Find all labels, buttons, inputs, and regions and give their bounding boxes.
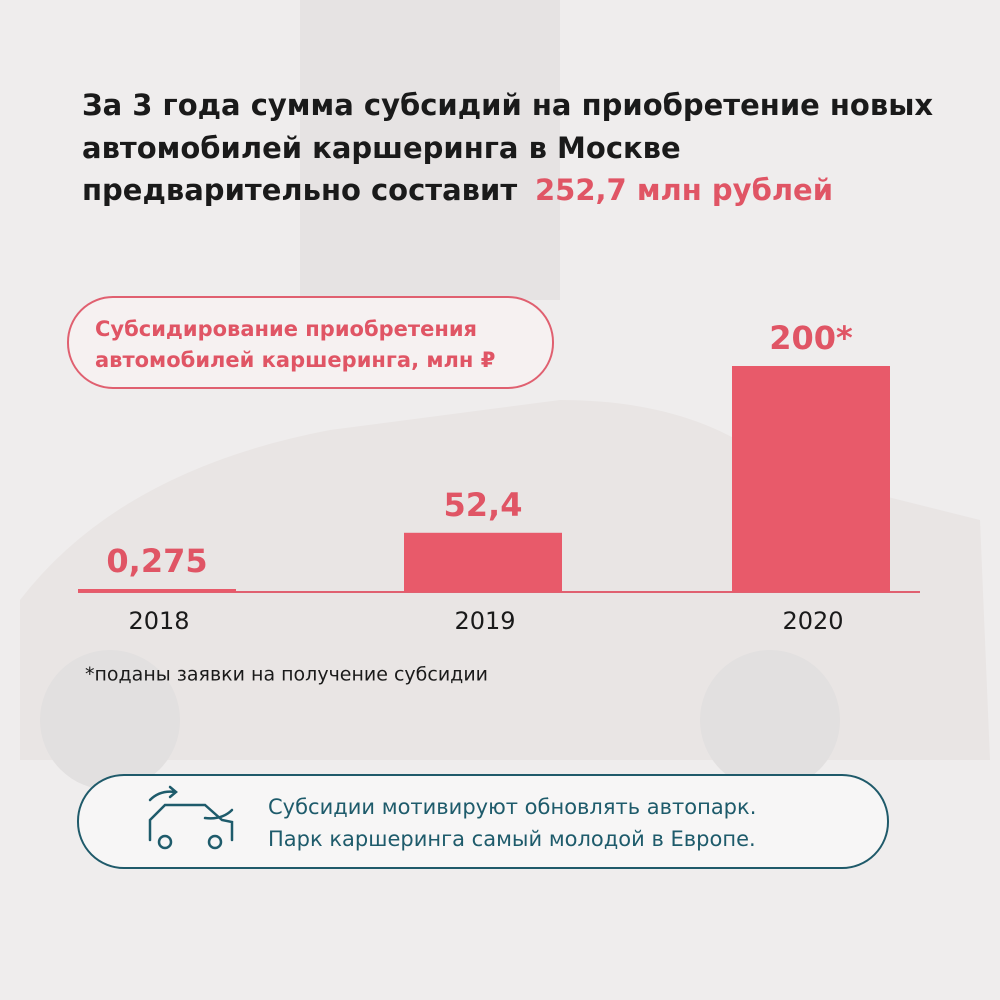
x-tick-label: 2020 (782, 607, 843, 635)
building (300, 0, 560, 300)
value-label: 52,4 (444, 486, 523, 524)
legend-line: Субсидирование приобретения (95, 317, 477, 341)
bar (732, 366, 890, 592)
note-box (77, 774, 889, 869)
value-label: 200* (769, 319, 853, 357)
title-line: За 3 года сумма субсидий на приобретение… (82, 88, 933, 122)
wheel (700, 650, 840, 790)
legend-line: автомобилей каршеринга, млн ₽ (95, 348, 495, 372)
footnote: *поданы заявки на получение субсидии (85, 664, 488, 686)
title-line: автомобилей каршеринга в Москве (82, 131, 681, 165)
title-line: предварительно составит (82, 173, 517, 207)
legend-box (67, 296, 554, 389)
title-highlight: 252,7 млн рублей (535, 173, 833, 207)
note-line: Субсидии мотивируют обновлять автопарк. (268, 795, 756, 819)
note-line: Парк каршеринга самый молодой в Европе. (268, 827, 756, 851)
value-label: 0,275 (106, 542, 207, 580)
x-tick-label: 2019 (454, 607, 515, 635)
bar (78, 589, 236, 592)
wheel (40, 650, 180, 790)
x-tick-label: 2018 (128, 607, 189, 635)
bar (404, 532, 562, 592)
car-icon (148, 785, 234, 850)
